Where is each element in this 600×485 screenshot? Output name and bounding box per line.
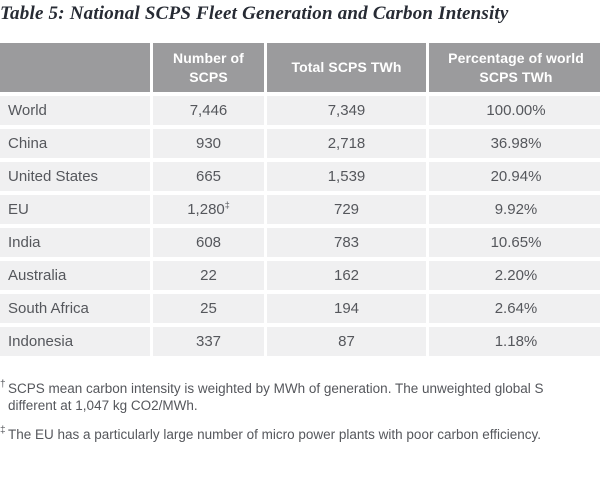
country-cell: United States <box>0 162 150 191</box>
table-row-china: China 930 2,718 36.98% <box>0 129 600 158</box>
table-row-united-states: United States 665 1,539 20.94% <box>0 162 600 191</box>
header-row: Number of SCPS Total SCPS TWh Percentage… <box>0 43 600 92</box>
twh-cell: 194 <box>267 294 426 323</box>
table-body: World 7,446 7,349 100.00% China 930 2,71… <box>0 96 600 356</box>
footnote-double-dagger: ‡ The EU has a particularly large number… <box>0 426 600 443</box>
footnote-line: The EU has a particularly large number o… <box>8 427 541 442</box>
double-dagger-marker: ‡ <box>0 425 6 436</box>
country-cell: World <box>0 96 150 125</box>
pct-cell: 1.18% <box>429 327 600 356</box>
footnote-dagger: † SCPS mean carbon intensity is weighted… <box>0 380 600 414</box>
scps-count-cell: 930 <box>153 129 264 158</box>
pct-cell: 36.98% <box>429 129 600 158</box>
twh-cell: 162 <box>267 261 426 290</box>
col-header-number-of-scps: Number of SCPS <box>153 43 264 92</box>
table-row-world: World 7,446 7,349 100.00% <box>0 96 600 125</box>
twh-cell: 783 <box>267 228 426 257</box>
table-row-india: India 608 783 10.65% <box>0 228 600 257</box>
country-cell: Indonesia <box>0 327 150 356</box>
pct-cell: 100.00% <box>429 96 600 125</box>
scps-count-cell: 7,446 <box>153 96 264 125</box>
twh-cell: 87 <box>267 327 426 356</box>
footnote-line: SCPS mean carbon intensity is weighted b… <box>8 381 544 396</box>
pct-cell: 10.65% <box>429 228 600 257</box>
col-header-country <box>0 43 150 92</box>
pct-cell: 2.64% <box>429 294 600 323</box>
table-row-eu: EU 1,280‡ 729 9.92% <box>0 195 600 224</box>
twh-cell: 729 <box>267 195 426 224</box>
scps-count-cell: 337 <box>153 327 264 356</box>
scps-count-cell: 25 <box>153 294 264 323</box>
table-title: Table 5: National SCPS Fleet Generation … <box>0 3 509 24</box>
scps-count-cell: 608 <box>153 228 264 257</box>
country-cell: Australia <box>0 261 150 290</box>
country-cell: EU <box>0 195 150 224</box>
scps-count-cell: 22 <box>153 261 264 290</box>
scps-count-value: 1,280 <box>187 201 225 218</box>
twh-cell: 1,539 <box>267 162 426 191</box>
col-header-pct-world-scps-twh: Percentage of world SCPS TWh <box>429 43 600 92</box>
col-header-total-scps-twh: Total SCPS TWh <box>267 43 426 92</box>
table-row-australia: Australia 22 162 2.20% <box>0 261 600 290</box>
fleet-generation-table: Number of SCPS Total SCPS TWh Percentage… <box>0 39 600 360</box>
country-cell: India <box>0 228 150 257</box>
pct-cell: 2.20% <box>429 261 600 290</box>
scps-count-cell: 1,280‡ <box>153 195 264 224</box>
table-header: Number of SCPS Total SCPS TWh Percentage… <box>0 43 600 92</box>
twh-cell: 2,718 <box>267 129 426 158</box>
footnote-line: different at 1,047 kg CO2/MWh. <box>8 398 198 413</box>
scps-count-cell: 665 <box>153 162 264 191</box>
table-row-south-africa: South Africa 25 194 2.64% <box>0 294 600 323</box>
country-cell: South Africa <box>0 294 150 323</box>
table-row-indonesia: Indonesia 337 87 1.18% <box>0 327 600 356</box>
twh-cell: 7,349 <box>267 96 426 125</box>
pct-cell: 9.92% <box>429 195 600 224</box>
footnote-ref-double-dagger: ‡ <box>224 200 230 210</box>
pct-cell: 20.94% <box>429 162 600 191</box>
dagger-marker: † <box>0 379 6 390</box>
footnotes-section: † SCPS mean carbon intensity is weighted… <box>0 380 600 443</box>
country-cell: China <box>0 129 150 158</box>
